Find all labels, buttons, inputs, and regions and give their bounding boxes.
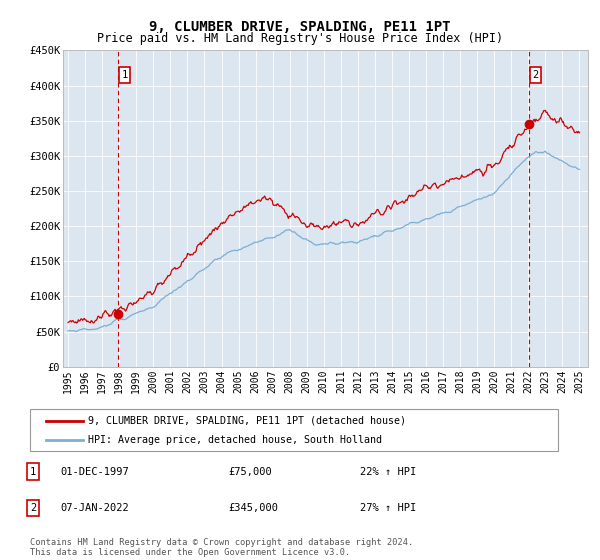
Text: 9, CLUMBER DRIVE, SPALDING, PE11 1PT: 9, CLUMBER DRIVE, SPALDING, PE11 1PT [149, 20, 451, 34]
Text: 27% ↑ HPI: 27% ↑ HPI [360, 503, 416, 513]
Text: £75,000: £75,000 [228, 466, 272, 477]
Text: HPI: Average price, detached house, South Holland: HPI: Average price, detached house, Sout… [88, 435, 382, 445]
Text: 9, CLUMBER DRIVE, SPALDING, PE11 1PT (detached house): 9, CLUMBER DRIVE, SPALDING, PE11 1PT (de… [88, 416, 406, 426]
FancyBboxPatch shape [30, 409, 558, 451]
Text: 22% ↑ HPI: 22% ↑ HPI [360, 466, 416, 477]
Text: Contains HM Land Registry data © Crown copyright and database right 2024.
This d: Contains HM Land Registry data © Crown c… [30, 538, 413, 557]
Text: Price paid vs. HM Land Registry's House Price Index (HPI): Price paid vs. HM Land Registry's House … [97, 32, 503, 45]
Text: 2: 2 [30, 503, 36, 513]
Text: 1: 1 [30, 466, 36, 477]
Text: 2: 2 [532, 70, 539, 80]
Text: 01-DEC-1997: 01-DEC-1997 [60, 466, 129, 477]
Text: 1: 1 [121, 70, 128, 80]
Text: £345,000: £345,000 [228, 503, 278, 513]
Text: 07-JAN-2022: 07-JAN-2022 [60, 503, 129, 513]
